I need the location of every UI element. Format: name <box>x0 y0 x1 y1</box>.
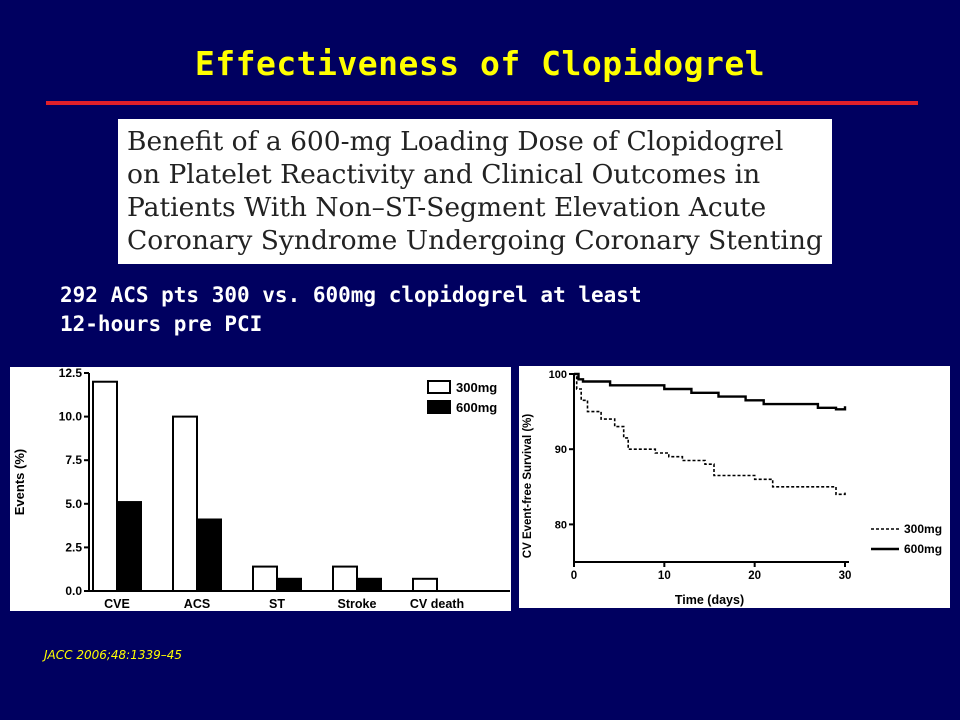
y-axis-label: CV Event-free Survival (%) <box>522 414 534 559</box>
x-tick-label: ST <box>269 597 285 611</box>
bar-300mg-st <box>252 565 278 592</box>
series-line-600mg <box>574 372 847 411</box>
study-description: 292 ACS pts 300 vs. 600mg clopidogrel at… <box>60 281 860 339</box>
x-tick-label: CVE <box>104 597 130 611</box>
y-tick-label: 2.5 <box>65 540 82 554</box>
x-axis-label: Time (days) <box>675 593 744 607</box>
study-description-line: 12-hours pre PCI <box>60 312 263 336</box>
article-title-line: Patients With Non–ST-Segment Elevation A… <box>127 192 767 223</box>
x-tick-label: ACS <box>184 597 210 611</box>
title-divider <box>46 101 918 105</box>
bar-300mg-acs <box>172 415 198 592</box>
x-tick-label: CV death <box>410 597 464 611</box>
bar-600mg-cve <box>116 501 142 592</box>
survival-line-chart-svg: 80 90 100 0 10 20 30 Time (days) CV Event-free S… <box>522 369 942 607</box>
article-title-box: Benefit of a 600-mg Loading Dose of Clop… <box>118 119 832 264</box>
bar-300mg-cv-death <box>412 577 438 593</box>
x-tick-label: Stroke <box>338 597 377 611</box>
bar-300mg-stroke <box>332 565 358 592</box>
legend-label: 600mg <box>456 400 497 415</box>
x-tick-label: 0 <box>571 570 577 582</box>
y-tick-label: 12.5 <box>59 367 83 380</box>
y-tick-label: 10.0 <box>59 410 83 424</box>
legend-label: 300mg <box>456 380 497 395</box>
survival-line-chart: 80 90 100 0 10 20 30 Time (days) CV Event-free S… <box>519 366 950 608</box>
events-bar-chart: 0.0 2.5 5.0 7.5 10.0 12.5 Events (%) CVE ACS ST St… <box>10 367 511 611</box>
y-tick-label: 100 <box>549 369 567 381</box>
legend-label: 600mg <box>904 542 942 556</box>
article-title-line: on Platelet Reactivity and Clinical Outc… <box>127 159 761 190</box>
legend-swatch-600mg <box>427 400 451 414</box>
study-description-line: 292 ACS pts 300 vs. 600mg clopidogrel at… <box>60 283 642 307</box>
y-tick-label: 7.5 <box>65 453 82 467</box>
bar-600mg-st <box>276 577 302 593</box>
y-tick-label: 5.0 <box>65 497 82 511</box>
bar-300mg-cve <box>92 380 118 592</box>
events-bar-chart-svg: 0.0 2.5 5.0 7.5 10.0 12.5 Events (%) CVE ACS ST St… <box>12 367 510 611</box>
y-axis-label: Events (%) <box>12 449 27 515</box>
legend-label: 300mg <box>904 522 942 536</box>
bar-600mg-stroke <box>356 577 382 593</box>
slide-title: Effectiveness of Clopidogrel <box>194 44 766 83</box>
x-tick-label: 10 <box>658 570 671 582</box>
article-title-line: Benefit of a 600-mg Loading Dose of Clop… <box>127 126 784 157</box>
x-tick-label: 20 <box>748 570 761 582</box>
citation: JACC 2006;48:1339–45 <box>44 648 183 662</box>
legend-swatch-300mg <box>427 380 451 394</box>
x-tick-label: 30 <box>839 570 852 582</box>
bar-600mg-acs <box>196 518 222 592</box>
y-tick-label: 0.0 <box>65 584 82 598</box>
y-tick-label: 80 <box>555 519 567 531</box>
y-tick-label: 90 <box>555 444 567 456</box>
article-title-line: Coronary Syndrome Undergoing Coronary St… <box>127 225 823 256</box>
